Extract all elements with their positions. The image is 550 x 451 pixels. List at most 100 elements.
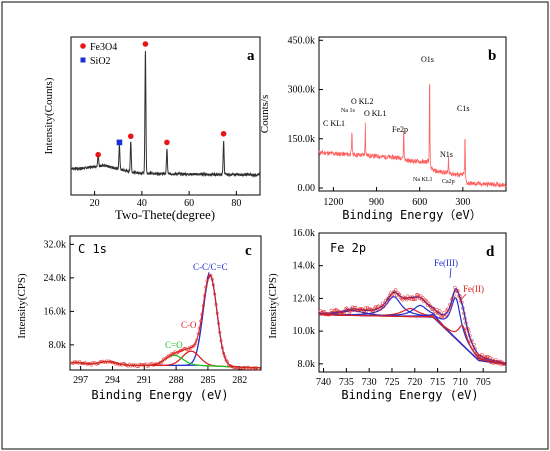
panel-d-raw-point: [413, 297, 418, 301]
panel-c-raw-point: [220, 346, 224, 350]
panel-c-raw-point: [201, 304, 205, 308]
panel-c-raw-point: [196, 332, 200, 336]
fe3o4-peak-marker: [142, 41, 149, 47]
panel-c-y-tick-label: 32.0k: [44, 239, 67, 250]
panel-d-raw-point: [477, 355, 481, 359]
panel-c-raw-point: [203, 294, 207, 298]
panel-c-raw-point: [219, 339, 223, 343]
annot-o-kl2: O KL2: [351, 97, 373, 106]
panel-d-annotations: Fe(III) Fe(II): [434, 258, 484, 294]
panel-c-raw-point: [70, 361, 74, 365]
panel-c-raw-point: [121, 361, 125, 365]
panel-d-raw-point: [408, 295, 413, 300]
panel-d-x-tick-label: 740: [316, 377, 331, 388]
panel-d-raw-point: [498, 359, 502, 364]
panel-a-phase-markers: [95, 41, 227, 158]
panel-d-y-ticks: 8.0k 10.0k 12.0k 14.0k 16.0k: [293, 228, 323, 370]
panel-c-raw-point: [182, 347, 186, 351]
panel-a-x-tick-label: 60: [184, 198, 194, 209]
panel-c-raw-point: [185, 348, 189, 352]
panel-d-raw-point: [364, 309, 369, 313]
annot-na-1s: Na 1s: [341, 108, 355, 114]
panel-d-raw-point: [487, 358, 491, 363]
panel-c-raw-point: [213, 292, 217, 296]
panel-d-raw-point: [432, 306, 436, 311]
legend-sio2-label: SiO2: [90, 56, 111, 67]
annot-cc-arrow: [206, 271, 210, 280]
panel-c-raw-point: [214, 302, 218, 307]
panel-d-xlabel: Binding Energy (eV): [341, 388, 478, 402]
panel-a-label: a: [247, 48, 255, 64]
panel-c-raw-point: [197, 326, 202, 330]
panel-c-raw-point: [256, 367, 260, 371]
panel-a-plot-area: [70, 36, 261, 196]
annot-ca2p: Ca2p: [442, 179, 455, 185]
panel-d-raw-point: [443, 314, 447, 319]
panel-c-raw-point: [250, 367, 254, 371]
panel-c-raw-point: [195, 338, 199, 342]
panel-d-x-tick-label: 710: [453, 377, 468, 388]
panel-c-raw-point: [102, 360, 106, 364]
panel-d-raw-point: [470, 338, 474, 343]
panel-d-raw-point: [342, 311, 347, 315]
panel-c-y-tick-label: 16.0k: [44, 306, 67, 317]
annot-fe-iii: Fe(III): [434, 258, 458, 268]
panel-d-raw-point: [340, 310, 345, 315]
panel-d-raw-point: [452, 293, 456, 297]
panel-d-y-tick-label: 14.0k: [293, 261, 316, 272]
panel-b-y-tick-label: 0.00: [298, 183, 316, 194]
panel-c-x-tick-label: 282: [232, 375, 247, 386]
panel-b-xps-survey: b Binding Energy（eV） Counts/s 1200 900 600…: [259, 35, 507, 222]
panel-d-x-tick-label: 715: [430, 377, 445, 388]
panel-c-raw-point: [218, 330, 222, 335]
panel-d-raw-point: [460, 300, 464, 305]
legend-fe3o4-label: Fe3O4: [90, 42, 117, 53]
panel-d-raw-point: [362, 308, 367, 313]
annot-fe2p: Fe2p: [392, 125, 408, 134]
panel-d-raw-point: [494, 358, 498, 362]
panel-d-raw-point: [397, 292, 402, 297]
panel-d-fe2p: d Fe 2p Binding Energy (eV) Intensity(CP…: [267, 228, 507, 402]
panel-d-raw-point: [488, 356, 492, 360]
panel-c-raw-point: [162, 357, 166, 361]
annot-fe-ii: Fe(II): [463, 284, 484, 294]
panel-c-raw-point: [135, 365, 139, 369]
panel-c-raw-point: [136, 364, 140, 369]
panel-d-raw-point: [324, 311, 329, 316]
panel-a-x-tick-label: 40: [137, 198, 147, 209]
panel-d-raw-point: [453, 285, 457, 290]
annot-n1s: N1s: [440, 150, 453, 159]
panel-c-raw-point: [205, 279, 209, 283]
panel-d-raw-point: [442, 311, 446, 315]
panel-d-raw-point: [469, 339, 473, 344]
fe3o4-peak-marker: [220, 130, 227, 137]
panel-c-raw-point: [200, 312, 204, 317]
panel-d-raw-point: [445, 308, 449, 312]
panel-d-x-tick-label: 720: [407, 377, 422, 388]
panel-c-raw-point: [87, 362, 91, 366]
annot-na-kl1: Na KL1: [413, 177, 433, 183]
panel-c-curves: [69, 273, 261, 371]
legend-sio2-marker: [80, 57, 86, 63]
panel-d-raw-point: [320, 310, 325, 315]
panel-b-x-tick-label: 600: [412, 197, 427, 208]
annot-co: C-O: [181, 320, 197, 330]
panel-b-survey-line: [318, 84, 507, 189]
panel-d-raw-point: [456, 289, 460, 293]
panel-d-raw-point: [381, 304, 386, 309]
panel-a-x-tick-label: 80: [231, 198, 241, 209]
panel-c-y-tick-label: 24.0k: [44, 273, 67, 284]
panel-c-raw-point: [194, 341, 198, 345]
panel-b-label: b: [488, 48, 496, 64]
annot-o1s: O1s: [421, 55, 434, 64]
panel-d-raw-point: [368, 307, 373, 311]
panel-d-x-tick-label: 725: [384, 377, 399, 388]
panel-d-raw-point: [405, 294, 410, 298]
panel-c-plot-area: [69, 235, 262, 371]
panel-d-x-tick-label: 730: [362, 377, 377, 388]
panel-a-legend: Fe3O4 SiO2: [80, 42, 117, 67]
panel-c-raw-point: [225, 360, 230, 364]
panel-d-raw-point: [438, 309, 442, 313]
panel-d-raw-point: [462, 311, 466, 316]
